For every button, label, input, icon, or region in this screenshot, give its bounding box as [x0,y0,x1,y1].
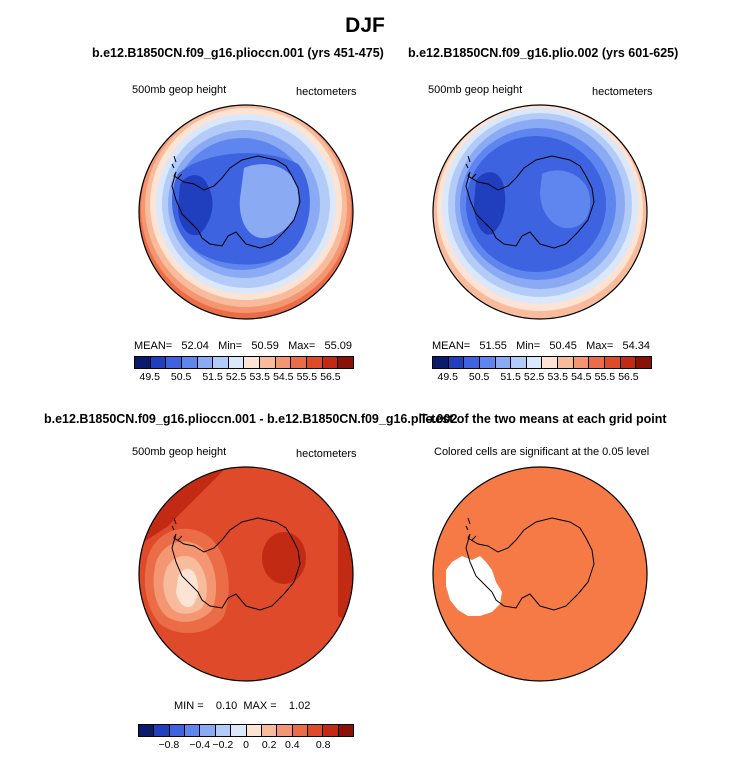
colorbar-cell [291,357,308,368]
panel2-coastline [465,155,595,249]
colorbar-cell [542,357,559,368]
colorbar-cell [261,725,278,736]
colorbar-cell [558,357,574,368]
panel2-stats: MEAN= 51.55 Min= 50.45 Max= 54.34 [432,340,650,352]
colorbar-cell [166,357,182,368]
colorbar-cell [246,725,262,736]
colorbar-tick-label: 53.5 [547,371,568,383]
panel4-coastline [465,517,595,611]
colorbar-tick-label: 55.5 [296,371,318,383]
colorbar-cell [277,725,293,736]
panel3-units-label: hectometers [296,448,357,460]
panel1-units-label: hectometers [296,86,357,98]
panel3-stats: MIN = 0.10 MAX = 1.02 [174,700,311,712]
colorbar-cell [169,725,186,736]
colorbar-cell [154,725,170,736]
colorbar-cell [511,357,527,368]
colorbar-cell [307,357,323,368]
colorbar-tick-label: 49.5 [437,371,458,383]
colorbar-cell [433,357,449,368]
panel1-stats: MEAN= 52.04 Min= 50.59 Max= 55.09 [134,340,352,352]
colorbar-cell [573,357,590,368]
figure-title: DJF [345,14,385,37]
colorbar-tick-label: 52.5 [523,371,545,383]
colorbar-cell [605,357,621,368]
colorbar-cell [589,357,606,368]
colorbar-tick-label: 49.5 [139,371,160,383]
colorbar-cell [228,357,245,368]
panel2-units-label: hectometers [592,86,653,98]
panel1-colorbar [134,356,354,369]
colorbar-cell [231,725,247,736]
colorbar-cell [197,357,214,368]
colorbar-cell [292,725,308,736]
colorbar-cell [636,357,651,368]
panel2-variable-label: 500mb geop height [428,84,523,96]
colorbar-tick-label: 50.5 [468,371,490,383]
colorbar-tick-label: 0.4 [284,739,300,751]
colorbar-tick-label: 54.5 [571,371,592,383]
colorbar-tick-label: 0.2 [261,739,277,751]
colorbar-tick-label: 52.5 [225,371,247,383]
panel4-map [432,466,648,682]
colorbar-cell [464,357,480,368]
panel1-title: b.e12.B1850CN.f09_g16.plioccn.001 (yrs 4… [92,46,384,60]
colorbar-cell [322,357,339,368]
panel1-map [138,104,354,320]
colorbar-cell [215,725,232,736]
panel2-colorbar [432,356,652,369]
panel3-map [138,466,354,682]
colorbar-cell [620,357,637,368]
colorbar-cell [135,357,151,368]
colorbar-tick-label: −0.4 [189,739,211,751]
colorbar-cell [260,357,276,368]
panel1-variable-label: 500mb geop height [132,84,227,96]
colorbar-tick-label: 56.5 [320,371,341,383]
colorbar-cell [200,725,216,736]
panel3-variable-label: 500mb geop height [132,446,227,458]
colorbar-tick-label: −0.8 [158,739,180,751]
colorbar-cell [323,725,339,736]
colorbar-cell [338,357,353,368]
colorbar-cell [139,725,155,736]
panel3-colorbar [138,724,354,737]
panel1-coastline [171,155,301,249]
colorbar-cell [448,357,465,368]
colorbar-tick-label: 0.8 [315,739,331,751]
colorbar-tick-label: 56.5 [618,371,639,383]
panel3-coastline [171,517,301,611]
colorbar-cell [244,357,261,368]
panel2-title: b.e12.B1850CN.f09_g16.plio.002 (yrs 601-… [408,46,679,60]
colorbar-cell [275,357,292,368]
colorbar-tick-label: 50.5 [170,371,192,383]
colorbar-tick-label: 0 [243,739,249,751]
panel4-significance-label: Colored cells are significant at the 0.0… [434,446,650,458]
colorbar-cell [526,357,543,368]
colorbar-cell [338,725,354,736]
colorbar-tick-label: 55.5 [594,371,616,383]
panel3-title: b.e12.B1850CN.f09_g16.plioccn.001 - b.e1… [44,412,458,426]
colorbar-cell [495,357,512,368]
colorbar-tick-label: 53.5 [249,371,270,383]
colorbar-cell [150,357,167,368]
colorbar-tick-label: −0.2 [212,739,234,751]
colorbar-tick-label: 51.5 [500,371,521,383]
colorbar-cell [213,357,229,368]
colorbar-cell [307,725,324,736]
colorbar-tick-label: 51.5 [202,371,223,383]
colorbar-cell [185,725,201,736]
panel2-map [432,104,648,320]
colorbar-cell [181,357,198,368]
colorbar-cell [479,357,496,368]
colorbar-tick-label: 54.5 [273,371,294,383]
panel4-title: T-test of the two means at each grid poi… [420,412,667,426]
